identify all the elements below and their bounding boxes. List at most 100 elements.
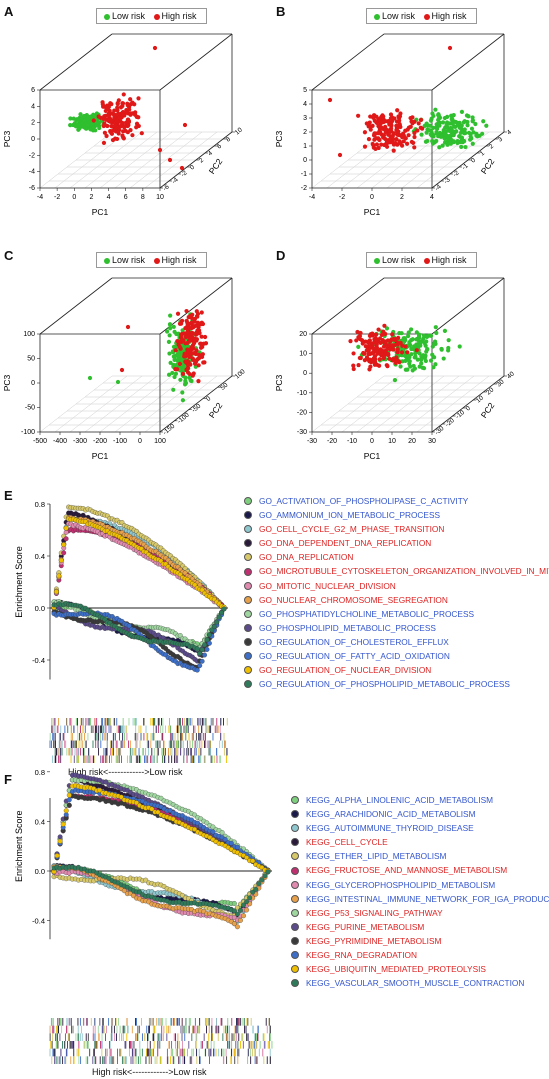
x-tick-label: 2 — [89, 194, 93, 201]
gene-set-marker — [244, 623, 252, 632]
low-risk-point — [406, 333, 411, 339]
grid-line — [416, 131, 490, 189]
low-risk-point — [418, 343, 423, 348]
low-risk-point — [183, 380, 188, 385]
x-tick-label: 0 — [370, 194, 374, 201]
legend-low-label: Low risk — [382, 11, 416, 21]
gene-set-label: GO_ACTIVATION_OF_PHOSPHOLIPASE_C_ACTIVIT… — [259, 496, 469, 506]
high-risk-point — [132, 102, 137, 107]
high-risk-point — [177, 344, 182, 349]
y-tick-label: 4 — [207, 150, 215, 158]
low-risk-point — [170, 370, 175, 376]
low-risk-point — [428, 118, 434, 123]
high-risk-point — [397, 114, 403, 119]
low-risk-point — [89, 115, 94, 120]
gene-set-item: GO_MITOTIC_NUCLEAR_DIVISION — [244, 579, 549, 593]
gene-set-marker — [291, 936, 299, 945]
low-risk-point — [428, 358, 434, 363]
high-risk-point — [185, 340, 190, 346]
gene-set-item: KEGG_PYRIMIDINE_METABOLISM — [291, 934, 549, 948]
es-point — [194, 667, 200, 673]
low-risk-point — [424, 339, 429, 344]
low-risk-point — [172, 374, 177, 380]
low-risk-point — [434, 126, 440, 131]
es-point — [209, 627, 215, 633]
low-risk-point — [168, 322, 173, 327]
low-risk-point — [430, 141, 436, 146]
high-risk-point — [195, 331, 200, 336]
es-point — [63, 808, 69, 814]
grid-line — [144, 375, 218, 433]
high-risk-point — [387, 356, 392, 361]
high-risk-point — [391, 148, 396, 153]
high-risk-point — [371, 113, 377, 118]
y-tick-label: 20 — [485, 386, 495, 396]
es-point — [197, 651, 203, 656]
high-risk-point — [115, 101, 120, 107]
y-tick-label: -0.4 — [32, 917, 45, 926]
high-risk-point — [383, 348, 389, 353]
low-risk-point — [97, 125, 102, 131]
low-risk-point — [73, 124, 78, 129]
es-point — [222, 837, 228, 842]
legend-high-label: High risk — [161, 255, 197, 265]
y-tick-label: -3 — [443, 176, 452, 185]
gene-set-marker — [244, 609, 252, 618]
low-risk-point — [428, 132, 433, 137]
high-risk-point — [370, 331, 375, 336]
low-risk-point — [384, 326, 390, 331]
gene-set-marker — [244, 525, 252, 534]
y-tick-label: -6 — [162, 183, 171, 192]
gene-set-label: GO_DNA_REPLICATION — [259, 552, 354, 563]
es-point — [66, 797, 72, 803]
high-risk-point — [398, 340, 403, 345]
z-tick-label: -2 — [301, 185, 307, 192]
high-risk-point — [337, 152, 343, 158]
high-risk-point — [362, 130, 368, 135]
gene-set-label: GO_DNA_DEPENDENT_DNA_REPLICATION — [259, 538, 432, 549]
es-point — [241, 913, 246, 919]
es-point — [134, 800, 139, 806]
low-risk-point — [166, 372, 172, 377]
low-risk-point — [398, 364, 403, 369]
y-tick-label: -1 — [461, 162, 470, 171]
gene-set-marker — [291, 824, 299, 833]
y-tick-label: -4 — [171, 176, 180, 185]
low-risk-point — [454, 129, 459, 134]
low-risk-point — [171, 387, 176, 392]
low-risk-point — [180, 398, 186, 403]
z-tick-label: 20 — [299, 331, 307, 338]
gene-set-label: KEGG_PYRIMIDINE_METABOLISM — [306, 935, 442, 946]
high-risk-point — [388, 136, 393, 142]
gsea-legend-e: GO_ACTIVATION_OF_PHOSPHOLIPASE_C_ACTIVIT… — [244, 494, 549, 691]
y-tick-label: 0 — [189, 164, 197, 172]
gene-set-marker — [291, 852, 299, 861]
high-risk-point — [392, 116, 397, 121]
high-risk-point — [136, 96, 141, 101]
low-risk-point — [419, 357, 424, 362]
z-axis-label: PC3 — [2, 374, 12, 391]
z-tick-label: 1 — [303, 143, 307, 150]
high-risk-point — [387, 130, 392, 135]
high-risk-point — [374, 120, 380, 126]
gene-set-item: GO_PHOSPHATIDYLCHOLINE_METABOLIC_PROCESS — [244, 607, 549, 621]
high-risk-point — [175, 311, 181, 316]
high-risk-point — [405, 350, 410, 355]
es-point — [221, 606, 227, 612]
high-risk-point — [203, 334, 208, 340]
high-risk-point — [121, 136, 126, 141]
box-edge — [39, 33, 113, 91]
es-point — [204, 647, 210, 652]
high-risk-point — [368, 127, 373, 132]
rank-caption-e: High risk<------------>Low risk — [68, 767, 183, 777]
low-risk-point — [434, 330, 439, 336]
z-tick-label: -10 — [297, 390, 307, 397]
x-tick-label: 2 — [400, 194, 404, 201]
low-risk-point — [76, 122, 82, 127]
x-axis-label: PC1 — [92, 451, 109, 461]
x-tick-label: -4 — [309, 194, 315, 201]
low-risk-point — [431, 113, 436, 119]
low-risk-point — [439, 347, 444, 352]
gene-set-label: KEGG_GLYCEROPHOSPHOLIPID_METABOLISM — [306, 879, 496, 890]
high-risk-point — [377, 336, 383, 341]
